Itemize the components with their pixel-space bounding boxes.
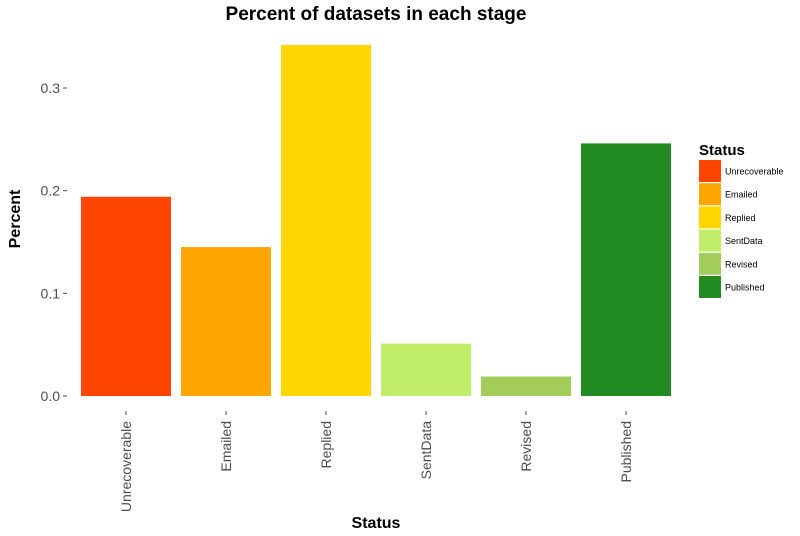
y-axis-title: Percent <box>7 189 24 248</box>
legend-title: Status <box>699 142 745 159</box>
legend-label: Revised <box>725 259 758 269</box>
bar-unrecoverable <box>81 196 171 396</box>
legend-swatch-sentdata <box>699 229 721 252</box>
x-axis: Unrecoverable Emailed Replied SentData Revis… <box>118 411 634 512</box>
bar-replied <box>281 44 371 397</box>
bar-sentdata <box>381 343 471 396</box>
x-tick-label: SentData <box>418 421 434 480</box>
x-tick-label: Revised <box>518 421 534 472</box>
legend-swatch-published <box>699 276 721 298</box>
legend-swatch-emailed <box>699 183 721 206</box>
legend-label: Published <box>725 283 765 293</box>
x-tick-label: Replied <box>318 421 334 468</box>
y-tick-label: 0.3 <box>41 80 61 96</box>
legend-swatch-revised <box>699 252 721 275</box>
legend: Status Unrecoverable Emailed Replied SentDa… <box>699 142 784 298</box>
bar-revised <box>481 376 571 396</box>
y-tick-label: 0.0 <box>41 388 61 404</box>
y-tick-label: 0.2 <box>41 183 61 199</box>
x-tick-label: Published <box>618 421 634 483</box>
bar-emailed <box>181 247 271 396</box>
y-axis: 0.0 0.1 0.2 0.3 <box>41 80 67 404</box>
bars-group <box>81 44 671 397</box>
legend-swatch-unrecoverable <box>699 160 721 182</box>
legend-label: Emailed <box>725 190 758 200</box>
y-tick-label: 0.1 <box>41 285 61 301</box>
x-axis-title: Status <box>352 515 401 532</box>
bar-published <box>581 143 671 396</box>
chart-title: Percent of datasets in each stage <box>226 4 527 25</box>
legend-label: Unrecoverable <box>725 167 784 177</box>
legend-label: Replied <box>725 213 756 223</box>
x-tick-label: Unrecoverable <box>118 421 134 512</box>
x-tick-label: Emailed <box>218 421 234 472</box>
legend-label: SentData <box>725 236 763 246</box>
legend-swatch-replied <box>699 206 721 229</box>
